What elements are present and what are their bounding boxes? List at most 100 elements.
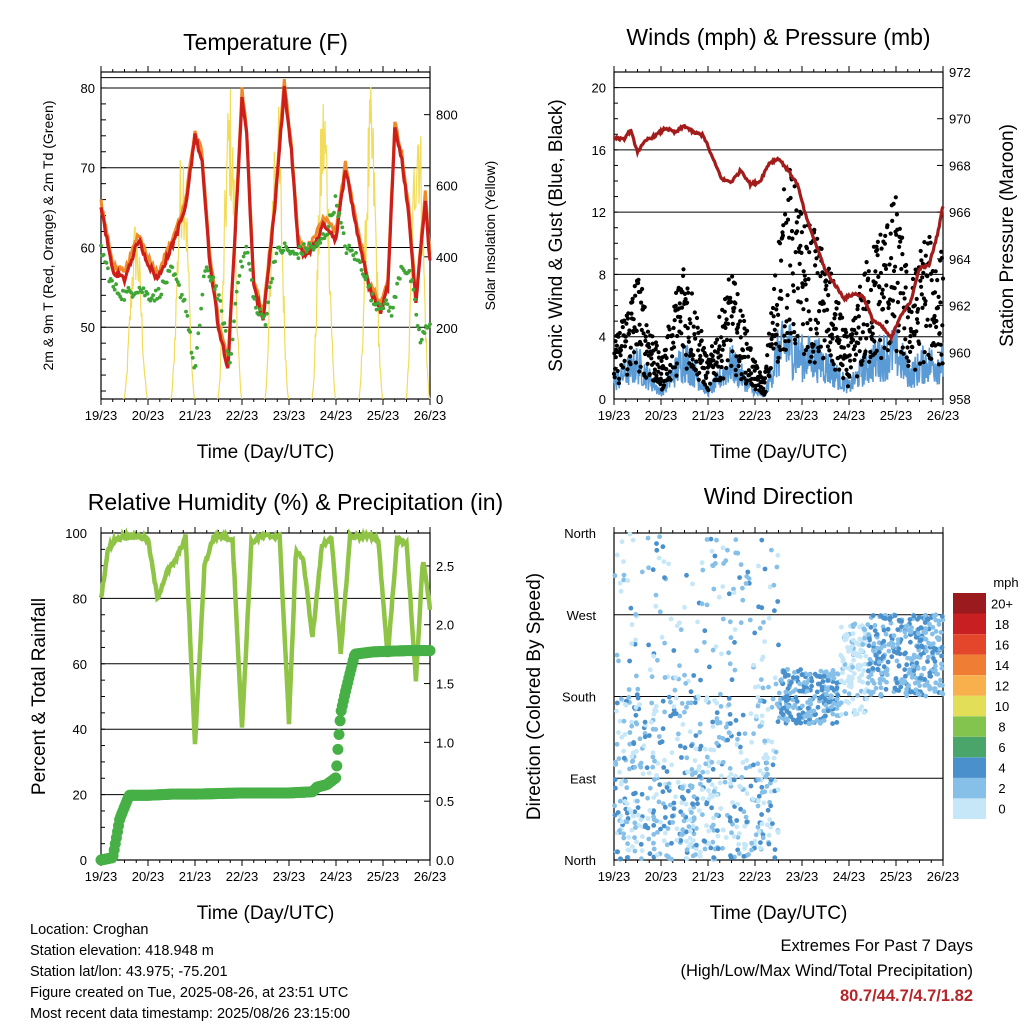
gust-point bbox=[636, 280, 641, 286]
direction-point bbox=[700, 796, 706, 801]
dewpoint-point bbox=[332, 210, 336, 215]
y-tick-label: East bbox=[570, 771, 596, 786]
direction-point bbox=[638, 760, 644, 766]
direction-point bbox=[753, 832, 759, 838]
gust-point bbox=[870, 325, 875, 330]
direction-point bbox=[828, 693, 834, 699]
gust-point bbox=[702, 382, 708, 387]
direction-point bbox=[637, 736, 643, 742]
gust-point bbox=[688, 321, 693, 326]
direction-point bbox=[733, 718, 739, 723]
direction-point bbox=[928, 642, 934, 647]
gust-point bbox=[773, 273, 778, 278]
legend-label: 18 bbox=[995, 617, 1009, 632]
gust-point bbox=[687, 317, 692, 322]
dewpoint-point bbox=[343, 244, 347, 249]
gust-point bbox=[649, 351, 654, 356]
gust-point bbox=[787, 317, 792, 322]
y2-tick-label: 0 bbox=[436, 392, 443, 407]
direction-point bbox=[668, 699, 673, 705]
direction-point bbox=[747, 617, 753, 623]
gust-point bbox=[781, 187, 787, 192]
dewpoint-point bbox=[325, 232, 330, 237]
direction-point bbox=[757, 768, 763, 774]
gust-point bbox=[937, 331, 942, 336]
gust-point bbox=[879, 355, 884, 361]
direction-point bbox=[870, 613, 876, 618]
direction-point bbox=[773, 681, 779, 687]
gust-point bbox=[686, 335, 691, 340]
dewpoint-point bbox=[426, 325, 431, 329]
gust-point bbox=[617, 376, 622, 381]
gust-point bbox=[827, 348, 832, 353]
gust-point bbox=[674, 361, 680, 366]
direction-point bbox=[708, 792, 713, 798]
direction-point bbox=[876, 640, 882, 646]
direction-point bbox=[922, 620, 928, 625]
x-tick-label: 24/23 bbox=[833, 869, 866, 884]
direction-point bbox=[725, 737, 730, 743]
direction-point bbox=[688, 689, 694, 695]
direction-point bbox=[911, 613, 917, 619]
direction-point bbox=[662, 640, 667, 646]
dewpoint-point bbox=[197, 323, 202, 328]
gust-point bbox=[721, 376, 726, 381]
gust-point bbox=[644, 375, 649, 380]
direction-point bbox=[927, 621, 932, 627]
direction-point bbox=[654, 547, 660, 553]
gust-point bbox=[722, 309, 727, 314]
direction-point bbox=[936, 622, 942, 627]
x-tick-label: 22/23 bbox=[226, 408, 259, 423]
gust-point bbox=[628, 362, 633, 367]
direction-point bbox=[697, 849, 703, 855]
gust-point bbox=[662, 383, 667, 388]
gust-point bbox=[929, 278, 934, 283]
gust-point bbox=[814, 326, 819, 331]
dewpoint-point bbox=[228, 360, 232, 365]
direction-point bbox=[765, 755, 771, 761]
direction-point bbox=[623, 702, 629, 708]
direction-point bbox=[710, 563, 715, 568]
direction-point bbox=[641, 743, 647, 749]
gust-point bbox=[873, 269, 878, 274]
direction-point bbox=[939, 614, 945, 619]
gust-point bbox=[799, 211, 804, 216]
gust-point bbox=[618, 348, 624, 353]
direction-point bbox=[870, 648, 876, 653]
gust-point bbox=[714, 360, 719, 365]
direction-point bbox=[764, 760, 770, 766]
gust-point bbox=[924, 323, 929, 329]
gust-point bbox=[611, 371, 617, 376]
gust-point bbox=[637, 322, 642, 327]
gust-point bbox=[932, 290, 938, 295]
gust-point bbox=[934, 324, 939, 330]
dewpoint-point bbox=[307, 241, 312, 246]
gust-point bbox=[940, 361, 945, 366]
gust-point bbox=[938, 342, 943, 347]
gust-point bbox=[856, 325, 861, 330]
direction-point bbox=[633, 704, 639, 710]
dewpoint-point bbox=[413, 297, 417, 302]
dewpoint-point bbox=[252, 296, 257, 301]
dewpoint-point bbox=[217, 293, 221, 297]
direction-point bbox=[939, 665, 945, 671]
direction-point bbox=[903, 634, 909, 639]
gust-point bbox=[645, 329, 651, 334]
gust-point bbox=[776, 355, 781, 360]
direction-point bbox=[660, 789, 666, 795]
gust-point bbox=[803, 277, 808, 283]
direction-point bbox=[696, 764, 702, 769]
legend-label: 0 bbox=[998, 802, 1005, 817]
direction-point bbox=[785, 704, 791, 710]
direction-point bbox=[773, 749, 779, 755]
direction-point bbox=[834, 706, 840, 711]
gust-point bbox=[740, 348, 746, 353]
direction-point bbox=[678, 743, 683, 749]
gust-point bbox=[776, 312, 781, 317]
direction-point bbox=[712, 698, 717, 703]
direction-point bbox=[882, 643, 887, 649]
x-tick-label: 24/23 bbox=[320, 408, 353, 423]
gust-point bbox=[624, 339, 629, 344]
direction-point bbox=[649, 719, 654, 725]
direction-point bbox=[629, 719, 634, 725]
